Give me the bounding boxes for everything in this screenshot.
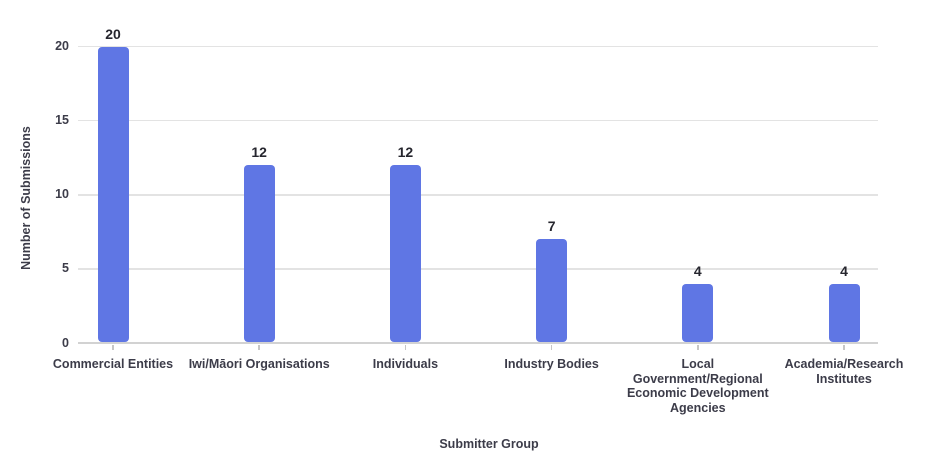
bar-value-label: 20 bbox=[105, 25, 121, 42]
x-axis-line bbox=[78, 342, 878, 344]
bar bbox=[828, 283, 860, 342]
bar bbox=[97, 46, 129, 342]
category-label: Academia/Research Institutes bbox=[784, 357, 904, 386]
bar-value-label: 4 bbox=[693, 262, 702, 279]
category-tick bbox=[550, 345, 553, 350]
category-tick bbox=[843, 345, 845, 350]
bar bbox=[389, 165, 421, 342]
bar-value-label: 12 bbox=[251, 144, 267, 161]
bar bbox=[682, 283, 714, 342]
gridline bbox=[78, 268, 878, 270]
bar bbox=[536, 239, 568, 342]
category-label: Commercial Entities bbox=[52, 357, 174, 371]
y-tick-label: 15 bbox=[55, 113, 69, 128]
y-tick-label: 10 bbox=[55, 187, 69, 202]
category-tick bbox=[404, 345, 407, 350]
y-tick-label: 0 bbox=[62, 335, 69, 350]
x-axis-title: Submitter Group bbox=[439, 437, 539, 451]
category-tick bbox=[258, 345, 260, 350]
gridline bbox=[78, 119, 878, 122]
bar bbox=[243, 165, 275, 342]
category-label: Local Government/Regional Economic Devel… bbox=[626, 357, 769, 415]
category-tick bbox=[112, 345, 114, 350]
bar-value-label: 7 bbox=[547, 218, 556, 235]
bar-value-label: 12 bbox=[397, 144, 414, 161]
category-label: Industry Bodies bbox=[504, 357, 599, 371]
bar-value-label: 4 bbox=[840, 262, 848, 279]
gridline bbox=[78, 45, 878, 48]
y-tick-label: 5 bbox=[62, 261, 69, 276]
category-tick bbox=[697, 345, 699, 350]
y-tick-label: 20 bbox=[55, 39, 69, 54]
category-label: Individuals bbox=[372, 357, 439, 371]
gridline bbox=[78, 194, 878, 196]
category-label: Iwi/Māori Organisations bbox=[188, 357, 330, 371]
